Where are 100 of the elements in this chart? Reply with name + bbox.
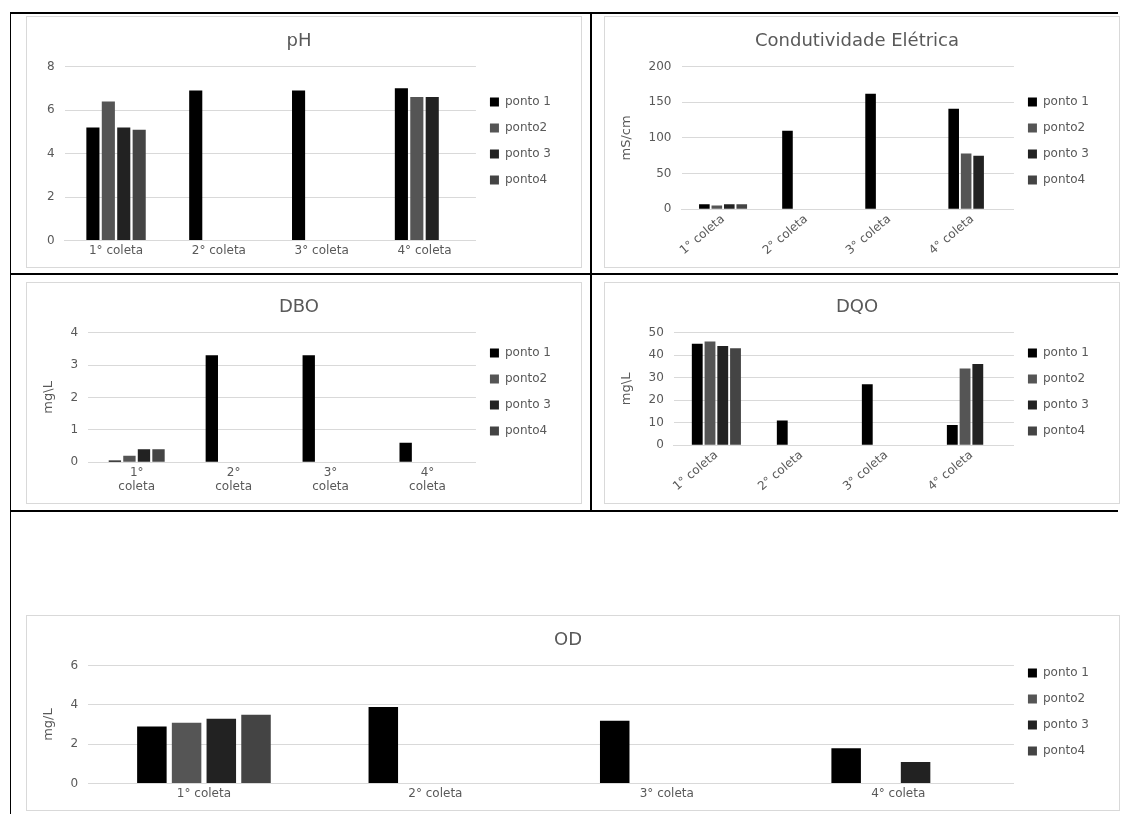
bar [730,348,741,445]
bar [865,93,876,209]
bar [132,129,146,241]
chart-title: OD [553,628,583,650]
bar [394,88,408,241]
bar [171,722,202,784]
bar [241,714,271,784]
bar [948,108,959,209]
y-tick-label: 20 [648,392,664,407]
legend-label: ponto2 [504,371,548,386]
bar [959,368,971,445]
x-tick-label: 3° coleta [294,242,349,257]
bar [831,748,861,784]
bar [399,442,412,462]
y-tick-label: 4 [46,145,55,160]
bar [117,127,131,241]
bar [711,205,723,209]
y-tick-label: 150 [648,94,672,109]
bar [704,341,716,445]
y-tick-label: 50 [656,165,672,180]
bar [425,97,439,241]
y-tick-label: 10 [648,414,664,429]
bar [206,718,237,784]
y-tick-label: 200 [648,58,672,73]
legend-label: ponto 1 [1042,94,1089,109]
bar [599,720,630,784]
y-tick-label: 0 [656,437,664,452]
y-tick-label: 2 [46,189,55,204]
y-tick-label: 0 [663,201,672,216]
bar [292,90,306,241]
chart-title: pH [286,29,312,51]
x-tick-label: 2° coleta [215,464,252,493]
legend-label: ponto 1 [1042,345,1089,360]
y-tick-label: 100 [648,130,672,144]
y-tick-label: 4 [70,697,79,712]
bar [776,420,788,445]
bar [152,449,165,462]
x-tick-label: 4° coleta [397,242,452,257]
chart-title: Condutividade Elétrica [754,29,960,51]
y-tick-label: 1 [70,421,79,436]
x-tick-label: 1° coleta [88,242,144,257]
bar [946,424,958,445]
bar [86,127,100,241]
legend-label: ponto 3 [504,397,551,412]
bar [368,706,399,784]
legend-label: ponto4 [1042,743,1086,758]
legend-label: ponto2 [1042,691,1086,706]
legend-label: ponto 3 [1042,146,1089,161]
bar [699,204,710,209]
x-tick-label: 3° coleta [639,785,694,800]
legend-label: ponto 1 [504,345,551,360]
x-tick-label: 2° coleta [191,242,246,257]
bar [123,455,136,462]
bar [861,384,873,445]
y-tick-label: 6 [70,657,79,672]
bar [410,97,424,241]
bar [302,355,315,462]
y-axis-title: mg\L [618,371,634,406]
bar [973,155,984,209]
bar [691,343,703,445]
bar [960,153,972,209]
legend-label: ponto2 [504,120,548,135]
legend-label: ponto 1 [1042,665,1089,680]
legend-label: ponto4 [504,423,548,438]
y-tick-label: 30 [648,369,664,384]
bar [137,449,151,462]
y-tick-label: 0 [70,775,79,790]
chart-title: DBO [278,295,320,317]
x-tick-label: 3° coleta [312,464,349,493]
bar [101,101,115,241]
legend-label: ponto4 [1042,172,1086,187]
bar [782,130,793,209]
y-axis-title: mg/L [40,707,56,741]
bar [736,204,748,209]
y-axis-title: mg\L [40,380,56,414]
bar [205,355,218,462]
y-tick-label: 50 [648,324,664,339]
y-tick-label: 2 [70,736,79,751]
y-tick-label: 0 [70,454,79,469]
y-axis-title: mS/cm [618,115,634,161]
x-tick-label: 1° coleta [118,464,156,493]
y-tick-label: 40 [648,347,664,362]
bar [900,761,931,784]
x-tick-label: 1° coleta [176,785,232,800]
x-tick-label: 4° coleta [871,785,926,800]
x-tick-label: 2° coleta [408,785,463,800]
bar [972,364,984,445]
legend-label: ponto 3 [1042,397,1089,412]
legend-label: ponto4 [1042,423,1086,438]
y-tick-label: 2 [70,389,79,404]
x-tick-label: 4° coleta [409,464,446,493]
legend-label: ponto 3 [1042,717,1089,732]
y-tick-label: 3 [70,357,79,372]
legend-label: ponto2 [1042,371,1086,386]
bar [189,90,203,241]
y-tick-label: 4 [70,324,79,339]
legend-label: ponto4 [504,172,548,187]
bar [717,346,729,445]
legend-label: ponto 1 [504,94,551,109]
legend-label: ponto 3 [504,146,551,161]
